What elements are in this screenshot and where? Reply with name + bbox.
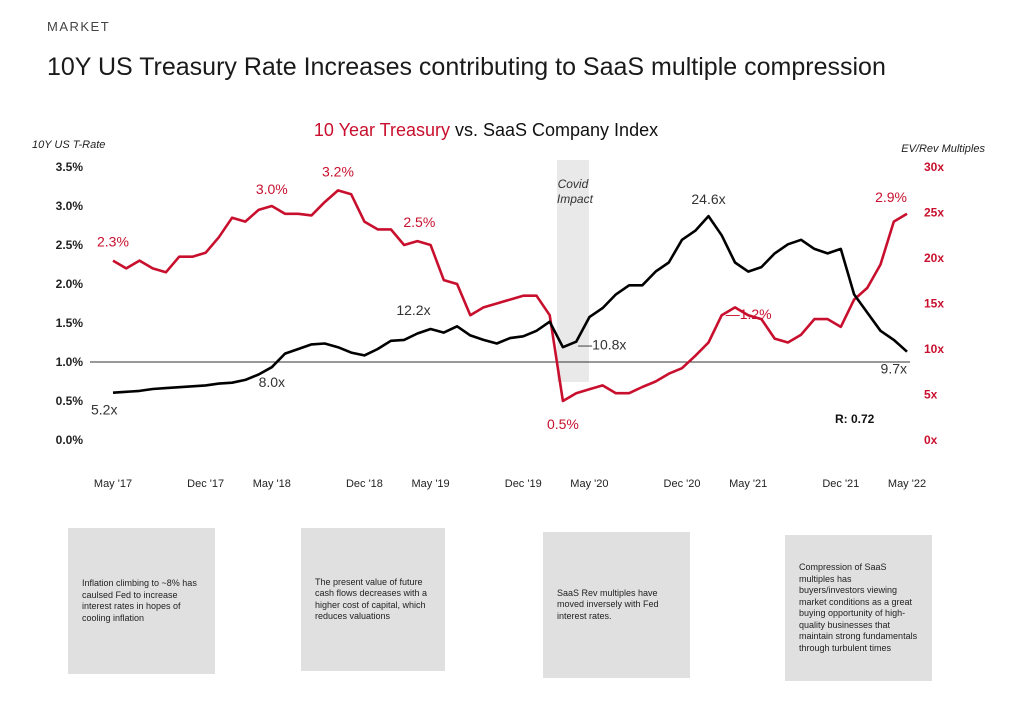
left-axis-label: 10Y US T-Rate: [32, 139, 105, 151]
treasury-data-label: 2.3%: [97, 234, 129, 250]
right-tick-label: 10x: [924, 342, 944, 356]
page-title: 10Y US Treasury Rate Increases contribut…: [47, 53, 886, 81]
treasury-data-label: 3.2%: [322, 163, 354, 179]
x-tick-label: Dec '19: [505, 478, 542, 490]
left-tick-label: 2.0%: [56, 277, 84, 291]
left-tick-label: 0.0%: [56, 433, 84, 447]
right-tick-label: 30x: [924, 160, 944, 174]
treasury-data-label: 2.9%: [875, 189, 907, 205]
right-tick-label: 25x: [924, 206, 944, 220]
right-tick-label: 0x: [924, 433, 938, 447]
x-tick-label: May '20: [570, 478, 608, 490]
x-tick-label: May '17: [94, 478, 132, 490]
x-tick-label: May '22: [888, 478, 926, 490]
note-inverse: SaaS Rev multiples have moved inversely …: [543, 532, 690, 678]
right-tick-label: 20x: [924, 251, 944, 265]
right-axis-label: EV/Rev Multiples: [901, 143, 985, 155]
note-compression-text: Compression of SaaS multiples has buyers…: [799, 562, 918, 653]
saas-data-label: 5.2x: [91, 402, 117, 418]
chart-title-red: 10 Year Treasury: [314, 120, 450, 140]
left-tick-label: 1.0%: [56, 355, 84, 369]
treasury-data-label: —1.2%: [726, 306, 772, 322]
left-tick-label: 1.5%: [56, 316, 84, 330]
x-tick-label: Dec '18: [346, 478, 383, 490]
covid-label-line2: Impact: [557, 192, 594, 206]
covid-label-line1: Covid: [558, 177, 589, 191]
x-tick-label: May '19: [412, 478, 450, 490]
note-inverse-text: SaaS Rev multiples have moved inversely …: [557, 587, 659, 621]
correlation-label: R: 0.72: [835, 412, 875, 426]
saas-series-line: [112, 214, 908, 394]
note-inflation-text: Inflation climbing to ~8% has caulsed Fe…: [82, 578, 197, 623]
saas-data-label: 8.0x: [259, 374, 285, 390]
treasury-data-label: 3.0%: [256, 181, 288, 197]
left-tick-label: 3.5%: [56, 160, 84, 174]
chart-title-rest: vs. SaaS Company Index: [450, 120, 658, 140]
section-label: MARKET: [47, 19, 111, 34]
x-tick-label: May '18: [253, 478, 291, 490]
treasury-data-label: 0.5%: [547, 416, 579, 432]
right-tick-label: 15x: [924, 297, 944, 311]
treasury-data-label: 2.5%: [403, 214, 435, 230]
note-present-value: The present value of future cash flows d…: [301, 528, 445, 671]
left-tick-label: 2.5%: [56, 238, 84, 252]
x-tick-label: Dec '21: [822, 478, 859, 490]
note-present-value-text: The present value of future cash flows d…: [315, 576, 428, 622]
x-tick-label: Dec '20: [664, 478, 701, 490]
note-compression: Compression of SaaS multiples has buyers…: [785, 535, 932, 681]
saas-data-label: 12.2x: [396, 302, 430, 318]
right-tick-label: 5x: [924, 388, 938, 402]
treasury-series-line: [112, 189, 908, 403]
x-tick-label: May '21: [729, 478, 767, 490]
left-tick-label: 0.5%: [56, 394, 84, 408]
note-inflation: Inflation climbing to ~8% has caulsed Fe…: [68, 528, 215, 674]
chart-title: 10 Year Treasury vs. SaaS Company Index: [314, 120, 658, 140]
left-tick-label: 3.0%: [56, 199, 84, 213]
saas-data-label: 24.6x: [691, 191, 725, 207]
saas-data-label: —10.8x: [578, 337, 626, 353]
x-tick-label: Dec '17: [187, 478, 224, 490]
saas-data-label: 9.7x: [881, 361, 907, 377]
